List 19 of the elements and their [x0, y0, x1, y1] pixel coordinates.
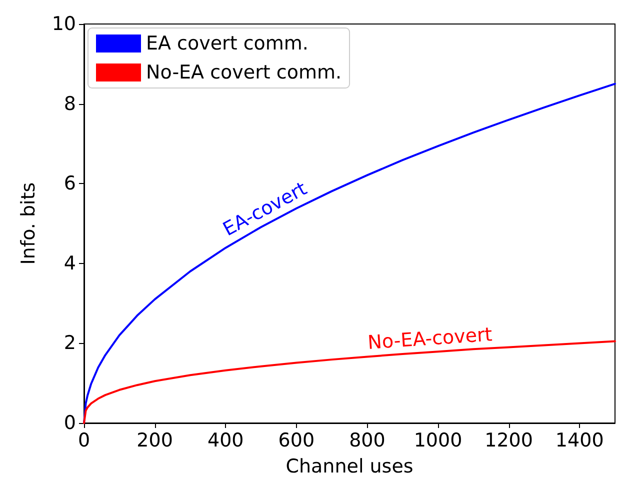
y-tick-label: 0: [64, 412, 76, 434]
annotation: No-EA-covert: [366, 324, 493, 354]
x-tick-label: 200: [136, 430, 173, 452]
x-axis-title: Channel uses: [286, 456, 414, 478]
y-tick-label: 8: [64, 92, 76, 115]
y-tick-label: 2: [64, 332, 76, 354]
x-tick-label: 800: [349, 430, 386, 452]
y-tick-label: 6: [64, 172, 76, 195]
x-tick-label: 1400: [555, 430, 604, 452]
legend-label: EA covert comm.: [146, 32, 308, 54]
x-tick-label: 600: [278, 430, 315, 452]
y-axis-title: Info. bits: [18, 182, 40, 265]
x-tick-label: 400: [207, 430, 244, 452]
x-tick-label: 1000: [414, 430, 462, 452]
x-tick-label: 0: [78, 430, 90, 452]
y-tick-label: 4: [64, 252, 76, 274]
legend-label: No-EA covert comm.: [146, 62, 342, 84]
x-tick-label: 1200: [484, 430, 533, 452]
y-tick-label: 10: [52, 13, 76, 35]
